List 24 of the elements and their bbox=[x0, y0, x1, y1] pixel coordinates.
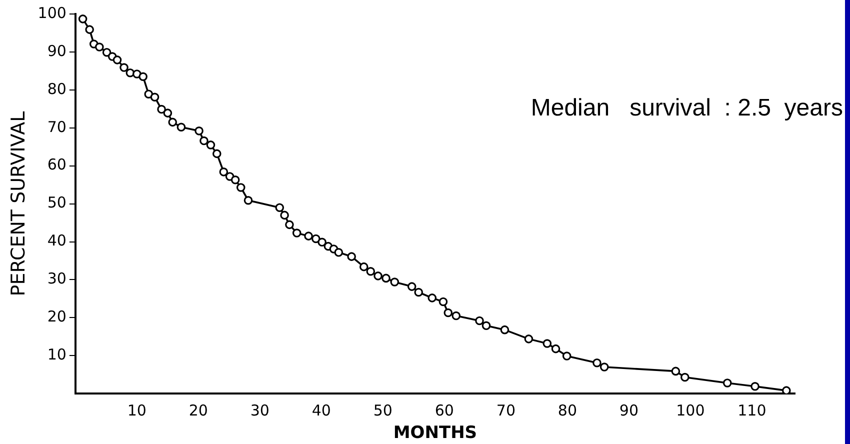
annotation: Median survival : 2.5 years bbox=[530, 94, 843, 122]
y-tick-label: 20 bbox=[47, 308, 66, 326]
x-tick-label: 90 bbox=[619, 401, 638, 420]
x-tick-label: 40 bbox=[312, 401, 331, 420]
x-tick-label: 70 bbox=[496, 401, 516, 420]
x-tick-label: 20 bbox=[188, 401, 208, 420]
x-tick-label: 60 bbox=[434, 401, 454, 420]
x-tick-label: 10 bbox=[127, 401, 146, 420]
x-tick-label: 100 bbox=[676, 401, 705, 420]
x-axis-title: MONTHS bbox=[393, 423, 478, 444]
y-tick-label: 40 bbox=[47, 232, 66, 250]
y-tick-label: 80 bbox=[47, 80, 66, 98]
x-tick-label: 30 bbox=[250, 401, 270, 420]
y-axis-title: PERCENT SURVIVAL bbox=[7, 110, 30, 296]
y-tick-label: 100 bbox=[38, 4, 66, 22]
y-tick-label: 30 bbox=[47, 270, 66, 288]
y-tick-label: 60 bbox=[47, 156, 66, 174]
y-tick-label: 70 bbox=[47, 118, 66, 136]
x-tick-label: 80 bbox=[558, 401, 577, 420]
y-tick-label: 10 bbox=[47, 346, 66, 364]
x-tick-label: 50 bbox=[373, 401, 392, 420]
x-tick-label: 110 bbox=[738, 401, 766, 420]
y-tick-label: 50 bbox=[47, 194, 66, 212]
y-tick-label: 90 bbox=[47, 42, 66, 60]
